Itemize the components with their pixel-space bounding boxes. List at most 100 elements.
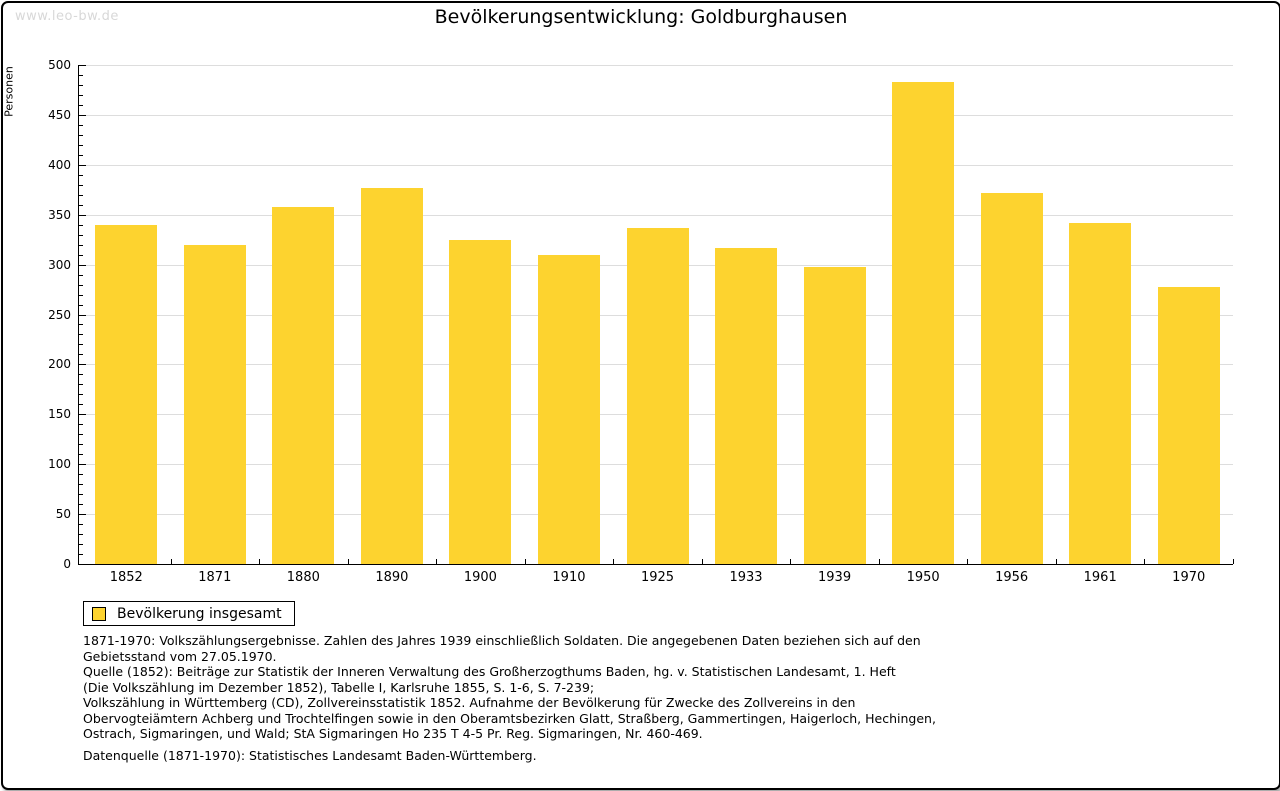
bar-1871 xyxy=(183,244,246,564)
y-minor-tick xyxy=(79,154,83,156)
y-major-tick xyxy=(79,314,86,316)
y-minor-tick xyxy=(79,104,83,106)
y-minor-tick xyxy=(79,294,83,296)
bar-1933 xyxy=(715,247,778,564)
legend-box: Bevölkerung insgesamt xyxy=(83,601,295,626)
y-minor-tick xyxy=(79,124,83,126)
footnote-line: (Die Volkszählung im Dezember 1852), Tab… xyxy=(83,679,595,695)
y-minor-tick xyxy=(79,244,83,246)
x-axis-tick xyxy=(170,559,172,564)
bar-1900 xyxy=(449,239,512,564)
y-tick-label: 200 xyxy=(48,357,71,372)
y-minor-tick xyxy=(79,334,83,336)
x-tick-label: 1890 xyxy=(375,570,409,585)
y-major-tick xyxy=(79,214,86,216)
y-minor-tick xyxy=(79,544,83,546)
x-tick-label: 1925 xyxy=(640,570,675,585)
bar-1956 xyxy=(980,192,1043,564)
gridline xyxy=(78,214,1233,216)
y-major-tick xyxy=(79,65,86,66)
y-major-tick xyxy=(79,464,86,466)
y-tick-label: 250 xyxy=(48,307,71,322)
y-minor-tick xyxy=(79,324,83,326)
y-minor-tick xyxy=(79,554,83,556)
y-minor-tick xyxy=(79,234,83,236)
x-axis-tick xyxy=(878,559,880,564)
y-minor-tick xyxy=(79,424,83,426)
bar-1890 xyxy=(360,187,423,564)
footnote-line: Obervogteiämtern Achberg und Trochtelfin… xyxy=(83,710,936,726)
bar-1939 xyxy=(803,266,866,564)
footnote-line: Gebietsstand vom 27.05.1970. xyxy=(83,648,277,664)
x-axis-line xyxy=(78,564,1233,565)
y-minor-tick xyxy=(79,344,83,346)
y-tick-label: 150 xyxy=(48,407,71,422)
x-axis-tick xyxy=(1144,559,1146,564)
watermark: www.leo-bw.de xyxy=(15,9,119,24)
x-tick-label: 1950 xyxy=(906,570,940,585)
y-tick-label: 450 xyxy=(48,107,71,122)
y-tick-label: 300 xyxy=(48,257,71,272)
y-tick-label: 500 xyxy=(48,58,71,72)
bar-1970 xyxy=(1157,286,1220,564)
y-minor-tick xyxy=(79,174,83,176)
footnote-line: Volkszählung in Württemberg (CD), Zollve… xyxy=(83,695,856,710)
plot-area: 0 50 100 150 200 250 300 350 400 450 500 1852 1871 18… xyxy=(3,3,1279,788)
y-minor-tick xyxy=(79,84,83,86)
y-minor-tick xyxy=(79,204,83,206)
y-minor-tick xyxy=(79,74,83,76)
x-axis-tick xyxy=(790,559,792,564)
bar-1950 xyxy=(892,81,955,564)
y-minor-tick xyxy=(79,134,83,136)
bar-1880 xyxy=(272,206,335,564)
x-axis-tick xyxy=(967,559,969,564)
y-minor-tick xyxy=(79,454,83,456)
bar-1852 xyxy=(95,224,158,564)
y-tick-label: 400 xyxy=(48,157,71,172)
gridline xyxy=(78,114,1233,116)
y-major-tick xyxy=(79,564,86,565)
x-axis-tick xyxy=(1055,559,1057,564)
y-minor-tick xyxy=(79,194,83,196)
y-minor-tick xyxy=(79,404,83,406)
x-axis-tick xyxy=(436,559,438,564)
x-tick-label: 1900 xyxy=(463,570,497,585)
y-minor-tick xyxy=(79,504,83,506)
y-minor-tick xyxy=(79,494,83,496)
footnotes: 1871-1970: Volkszählungsergebnisse. Zahl… xyxy=(83,633,936,742)
bar-1961 xyxy=(1069,222,1132,564)
y-tick-label: 50 xyxy=(55,507,71,522)
y-major-tick xyxy=(79,114,86,116)
y-minor-tick xyxy=(79,94,83,96)
legend-label: Bevölkerung insgesamt xyxy=(117,605,282,622)
y-minor-tick xyxy=(79,474,83,476)
x-axis-tick xyxy=(259,559,261,564)
y-minor-tick xyxy=(79,274,83,276)
footnote-line: Quelle (1852): Beiträge zur Statistik de… xyxy=(83,664,896,679)
y-minor-tick xyxy=(79,534,83,536)
x-tick-label: 1956 xyxy=(995,570,1029,585)
x-tick-label: 1880 xyxy=(286,570,320,585)
x-tick-label: 1871 xyxy=(198,570,232,585)
y-minor-tick xyxy=(79,484,83,486)
y-major-tick xyxy=(79,164,86,166)
x-axis-tick xyxy=(701,559,703,564)
y-minor-tick xyxy=(79,444,83,446)
y-minor-tick xyxy=(79,284,83,286)
x-tick-label: 1852 xyxy=(109,570,143,585)
y-tick-label: 350 xyxy=(48,207,71,222)
y-minor-tick xyxy=(79,384,83,386)
x-axis-tick xyxy=(347,559,349,564)
x-tick-label: 1970 xyxy=(1172,570,1206,585)
gridline xyxy=(78,164,1233,166)
y-minor-tick xyxy=(79,524,83,526)
y-tick-label: 0 xyxy=(63,557,71,571)
y-tick-label: 100 xyxy=(48,457,71,472)
bar-1910 xyxy=(537,254,600,564)
y-minor-tick xyxy=(79,374,83,376)
y-minor-tick xyxy=(79,144,83,146)
y-major-tick xyxy=(79,364,86,366)
y-minor-tick xyxy=(79,304,83,306)
y-minor-tick xyxy=(79,254,83,256)
legend-swatch-icon xyxy=(92,606,106,621)
